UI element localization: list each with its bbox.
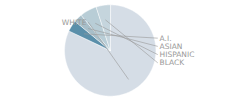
svg-text:WHITE: WHITE [62, 18, 87, 27]
svg-text:HISPANIC: HISPANIC [159, 50, 195, 59]
svg-text:A.I.: A.I. [159, 33, 172, 43]
svg-text:BLACK: BLACK [160, 58, 186, 67]
svg-text:ASIAN: ASIAN [159, 41, 183, 51]
